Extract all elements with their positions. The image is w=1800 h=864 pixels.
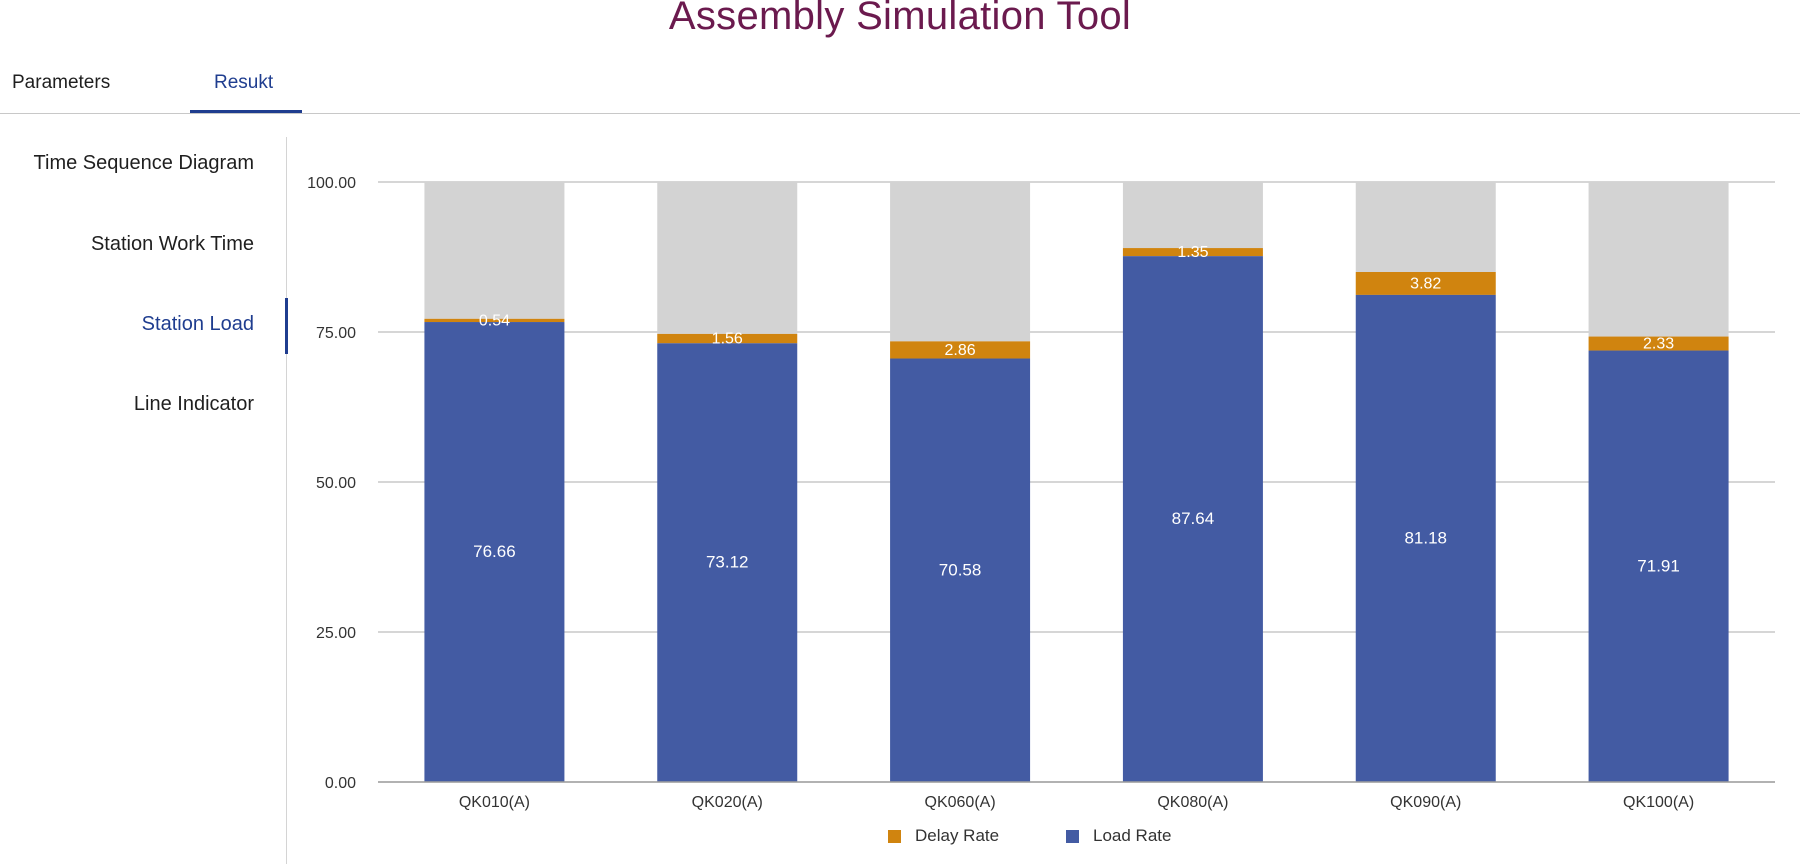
data-label-delay: 2.33 [1643,336,1674,353]
x-tick-label: QK020(A) [692,794,763,811]
y-tick-label: 0.00 [325,775,356,792]
bar-remainder [424,182,565,319]
data-label-delay: 1.56 [712,331,743,348]
bar-remainder [890,182,1031,342]
data-label-delay: 1.35 [1177,244,1208,261]
bar-load-rate [1588,350,1729,782]
data-label-delay: 0.54 [479,312,510,329]
bar-delay-rate [657,333,798,344]
chart-svg: 0.00 25.00 50.00 75.00 100.00 76.66 0.54 QK010(… [307,175,1775,811]
sidebar-item-line-indicator[interactable]: Line Indicator [133,393,254,415]
legend-swatch-load [1066,829,1079,843]
active-nav-indicator [285,298,288,354]
x-tick-label: QK090(A) [1390,794,1461,811]
tab-bar: Parameters Resukt [0,56,1800,114]
tab-result[interactable]: Resukt [214,72,274,93]
legend-label-load: Load Rate [1093,826,1172,845]
legend-label-delay: Delay Rate [915,826,1000,845]
x-tick-label: QK080(A) [1157,794,1228,811]
data-label-load: 71.91 [1637,556,1680,575]
y-tick-label: 100.00 [307,175,356,192]
bar-load-rate [657,343,798,782]
sidebar: Time Sequence Diagram Station Work Time … [0,137,288,864]
y-tick-label: 50.00 [316,475,356,492]
bar-delay-rate [890,341,1031,359]
sidebar-item-station-load[interactable]: Station Load [141,313,254,335]
bar-load-rate [1122,256,1263,782]
data-label-load: 70.58 [939,560,982,579]
tab-parameters[interactable]: Parameters [12,72,111,93]
x-tick-label: QK060(A) [925,794,996,811]
sidebar-item-time-sequence-diagram[interactable]: Time Sequence Diagram [33,152,254,174]
legend-swatch-delay [888,829,901,843]
data-label-delay: 2.86 [945,342,976,359]
bar-remainder [1122,182,1263,249]
bar-remainder [657,182,798,334]
legend-item-load-rate[interactable]: Load Rate [1066,826,1171,846]
bar-load-rate [424,322,565,782]
bar-load-rate [1355,294,1496,782]
y-tick-label: 75.00 [316,325,356,342]
data-label-load: 76.66 [473,542,516,561]
bar-remainder [1355,182,1496,272]
active-tab-indicator [190,110,302,113]
app-title: Assembly Simulation Tool [668,0,1132,38]
bar-delay-rate [1122,248,1263,257]
bar-delay-rate [1588,336,1729,351]
data-label-load: 73.12 [706,553,749,572]
bar-delay-rate [1355,272,1496,295]
station-load-chart: 0.00 25.00 50.00 75.00 100.00 76.66 0.54 QK010(… [290,130,1800,864]
sidebar-item-station-work-time[interactable]: Station Work Time [90,233,254,255]
x-tick-label: QK100(A) [1623,794,1694,811]
bar-load-rate [890,358,1031,782]
data-label-load: 81.18 [1404,528,1447,547]
data-label-load: 87.64 [1172,509,1215,528]
bar-remainder [1588,182,1729,337]
data-label-delay: 3.82 [1410,275,1441,292]
y-tick-label: 25.00 [316,625,356,642]
legend-item-delay-rate[interactable]: Delay Rate [888,826,999,846]
x-tick-label: QK010(A) [459,794,530,811]
bar-delay-rate [424,318,565,323]
